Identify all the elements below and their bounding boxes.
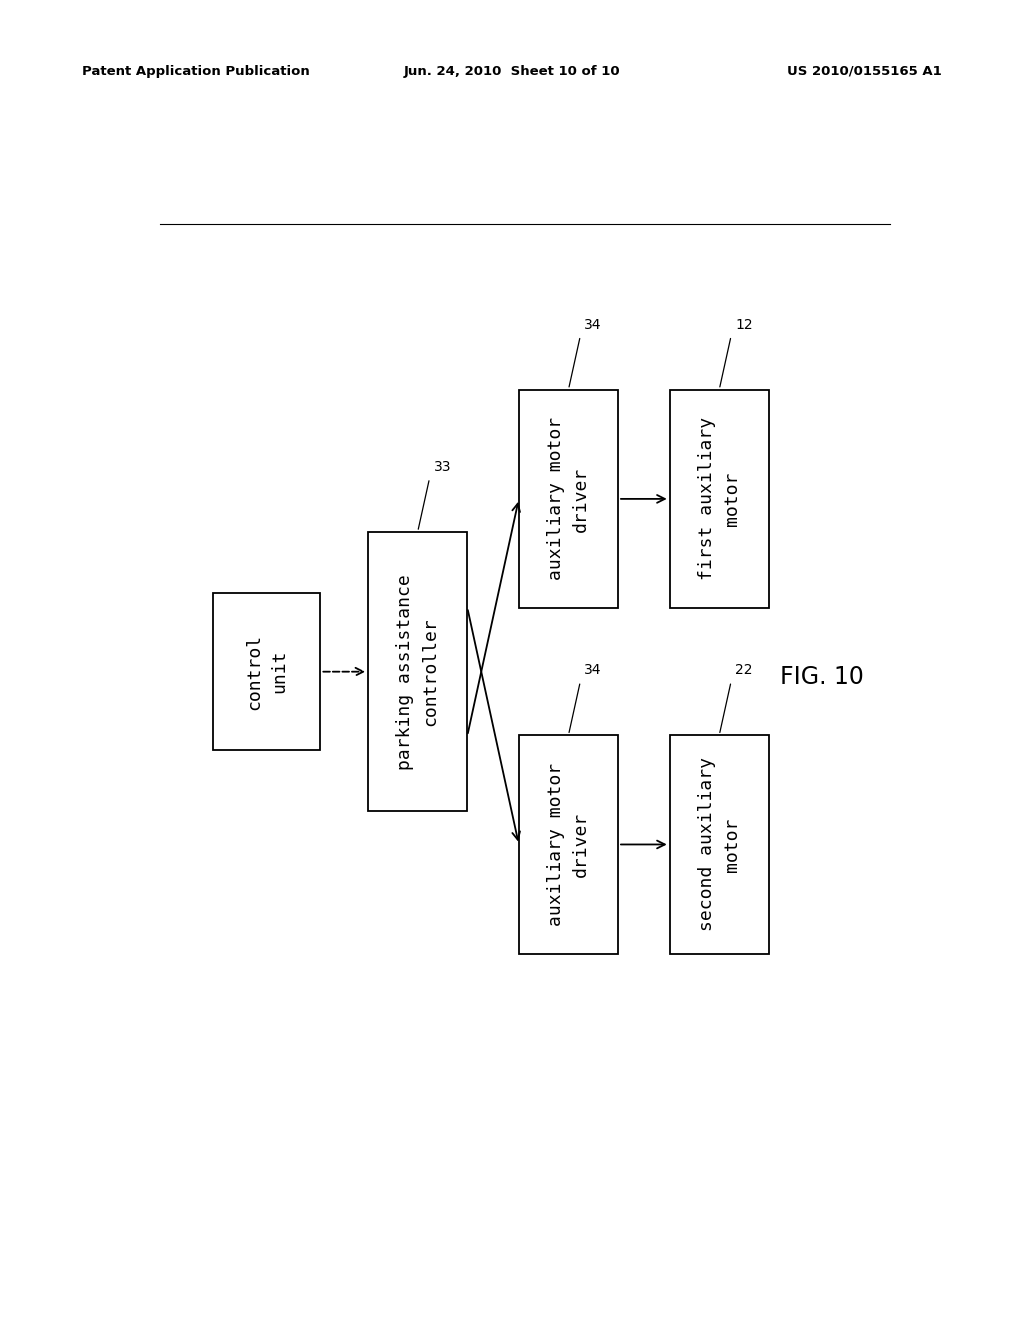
Text: auxiliary motor
driver: auxiliary motor driver [547, 417, 590, 581]
Text: parking assistance
controller: parking assistance controller [396, 574, 439, 770]
Text: 12: 12 [735, 318, 753, 331]
Text: control
unit: control unit [246, 634, 289, 710]
Text: 34: 34 [585, 318, 602, 331]
Text: 22: 22 [735, 663, 753, 677]
Bar [670, 389, 769, 609]
Text: 33: 33 [433, 459, 451, 474]
Text: second auxiliary
motor: second auxiliary motor [697, 758, 740, 932]
Bar [519, 389, 618, 609]
Bar [519, 735, 618, 954]
Text: Patent Application Publication: Patent Application Publication [82, 65, 309, 78]
Text: auxiliary motor
driver: auxiliary motor driver [547, 763, 590, 927]
Text: Jun. 24, 2010  Sheet 10 of 10: Jun. 24, 2010 Sheet 10 of 10 [403, 65, 621, 78]
Text: FIG. 10: FIG. 10 [780, 665, 864, 689]
Text: US 2010/0155165 A1: US 2010/0155165 A1 [787, 65, 942, 78]
Bar [670, 735, 769, 954]
Bar [368, 532, 467, 812]
Bar [213, 593, 321, 751]
Text: first auxiliary
motor: first auxiliary motor [697, 417, 740, 581]
Text: 34: 34 [585, 663, 602, 677]
